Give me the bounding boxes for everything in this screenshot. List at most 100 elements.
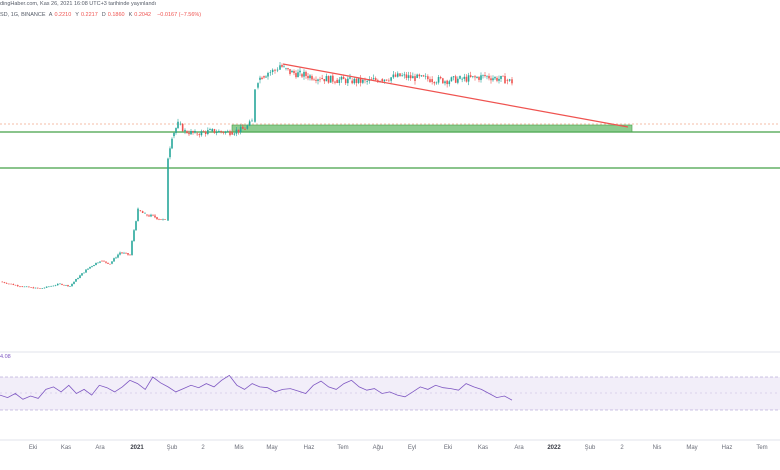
candle-body <box>297 72 299 78</box>
candle-body <box>251 120 253 122</box>
candle-body <box>81 273 83 276</box>
candle-body <box>274 69 276 71</box>
resistance-trendline <box>282 63 629 128</box>
candle-body <box>336 79 338 83</box>
ohlc-item: D 0.1860 <box>101 12 125 18</box>
candle-body <box>48 286 50 288</box>
candle-body <box>420 75 423 77</box>
candle-body <box>317 79 319 81</box>
candle-body <box>8 283 10 285</box>
candle-body <box>169 148 171 158</box>
candle-body <box>492 78 494 81</box>
candle-body <box>190 130 192 135</box>
candle-body <box>194 131 196 133</box>
candle-body <box>224 131 227 133</box>
candle-body <box>342 76 345 80</box>
candle-body <box>323 79 326 82</box>
candle-body <box>372 78 375 80</box>
candle-body <box>454 76 457 83</box>
candle-body <box>293 71 295 74</box>
candle-body <box>435 82 438 84</box>
candle-body <box>125 252 127 254</box>
candle-body <box>502 75 504 77</box>
candle-body <box>213 129 216 133</box>
candle-body <box>448 81 451 85</box>
candle-body <box>305 71 307 76</box>
candle-body <box>237 129 240 133</box>
candle-body <box>418 74 421 77</box>
candle-body <box>309 75 311 79</box>
x-axis-tick-label: Kas <box>61 445 71 451</box>
candle-body <box>351 80 353 84</box>
candle-body <box>39 288 41 289</box>
candle-body <box>504 76 506 84</box>
candle-body <box>508 79 511 81</box>
candle-body <box>131 241 133 256</box>
candle-body <box>472 76 474 77</box>
candle-body <box>52 285 55 287</box>
candle-body <box>338 79 341 83</box>
candle-body <box>226 131 229 132</box>
ohlc-legend: SD, 1G, BINANCE A 0.2210 Y 0.2217 D 0.1860 K 0.… <box>0 12 207 19</box>
candle-body <box>36 287 39 289</box>
candle-body <box>254 89 256 122</box>
candle-body <box>261 77 263 80</box>
candle-body <box>179 123 182 125</box>
candle-body <box>319 79 321 81</box>
candle-body <box>192 130 194 133</box>
candle-body <box>431 79 433 83</box>
candle-body <box>121 252 123 254</box>
candle-body <box>171 138 173 149</box>
candle-body <box>459 76 461 79</box>
candle-body <box>188 132 190 135</box>
candle-body <box>95 262 97 265</box>
candle-body <box>21 286 24 287</box>
candle-body <box>344 79 347 84</box>
candle-body <box>401 75 403 77</box>
support-zone <box>231 124 633 133</box>
candle-body <box>364 79 366 81</box>
candle-body <box>93 264 95 267</box>
candle-body <box>313 79 315 81</box>
candle-body <box>233 133 236 135</box>
candle-body <box>265 76 267 78</box>
x-axis-tick-label: Şub <box>167 445 178 451</box>
x-axis-tick-label: May <box>266 445 277 451</box>
candle-body <box>10 283 12 285</box>
candle-body <box>150 214 152 217</box>
x-axis-tick-label: 2 <box>201 445 205 451</box>
candle-body <box>498 78 500 81</box>
candle-body <box>196 133 198 135</box>
candle-body <box>439 77 442 79</box>
candle-body <box>357 78 360 83</box>
candle-body <box>43 287 46 289</box>
candle-body <box>279 65 281 70</box>
candle-body <box>158 219 160 220</box>
candle-body <box>446 80 448 85</box>
candle-body <box>162 219 164 220</box>
candle-body <box>301 74 303 77</box>
ohlc-item: A 0.2210 <box>48 12 72 18</box>
candle-body <box>83 272 85 274</box>
x-axis-tick-label: Ağu <box>373 445 384 451</box>
candle-body <box>144 213 146 214</box>
candle-body <box>200 131 203 136</box>
chart-source-header: dingHaber.com, Kas 26, 2021 16:08 UTC+3 … <box>0 1 156 8</box>
candle-body <box>148 215 150 217</box>
candle-body <box>484 75 486 77</box>
candle-body <box>198 134 201 136</box>
candle-body <box>281 65 283 67</box>
candle-body <box>374 78 377 81</box>
candle-body <box>385 79 388 81</box>
candle-body <box>437 77 440 83</box>
candle-body <box>490 78 492 81</box>
candle-body <box>34 287 37 289</box>
x-axis-tick-label: Kas <box>478 445 488 451</box>
candle-body <box>463 76 466 79</box>
candle-body <box>332 75 334 82</box>
candle-body <box>71 283 73 287</box>
candle-body <box>321 77 323 80</box>
candle-body <box>207 130 209 134</box>
candle-body <box>56 283 59 286</box>
